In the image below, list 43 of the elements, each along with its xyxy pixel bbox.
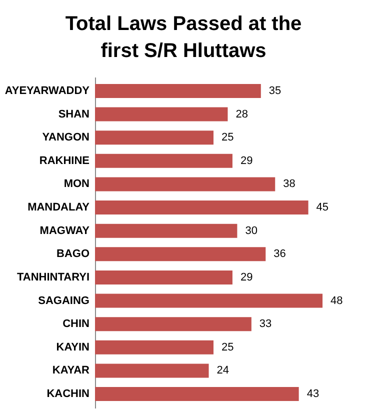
bar — [95, 84, 261, 98]
data-label: 33 — [259, 318, 272, 330]
bar — [95, 294, 323, 308]
y-tick-label: CHIN — [62, 318, 90, 330]
data-label: 35 — [268, 84, 282, 97]
bar — [95, 247, 266, 262]
bar — [95, 177, 276, 192]
data-label: 38 — [283, 178, 296, 190]
y-tick-label: MANDALAY — [28, 202, 90, 214]
data-label: 30 — [245, 224, 258, 237]
bar — [95, 340, 214, 354]
y-tick-label: MAGWAY — [40, 224, 90, 237]
data-label: 29 — [240, 154, 253, 167]
y-tick-label: RAKHINE — [39, 154, 90, 167]
data-label: 48 — [330, 294, 343, 307]
data-label: 43 — [306, 388, 320, 400]
chart-title: Total Laws Passed at the first S/R Hluttaws — [65, 13, 302, 62]
bar — [95, 387, 299, 402]
data-label: 24 — [216, 364, 230, 377]
data-label: 45 — [316, 202, 329, 214]
y-tick-label: SHAN — [58, 108, 90, 120]
data-label: 29 — [240, 271, 253, 284]
bar — [95, 317, 252, 332]
data-label: 25 — [222, 341, 234, 354]
y-tick-label: SAGAING — [38, 294, 90, 307]
y-tick-label: MON — [64, 178, 90, 190]
bar — [95, 107, 228, 122]
y-tick-label: YANGON — [42, 132, 90, 144]
bar — [95, 130, 214, 145]
y-tick-label: TANHINTARYI — [16, 271, 90, 284]
bar — [95, 270, 232, 284]
y-tick-label: AYEYARWADDY — [4, 84, 90, 97]
data-label: 36 — [274, 248, 286, 260]
data-label: 25 — [222, 132, 234, 144]
bar — [95, 224, 238, 238]
y-tick-label: KAYAR — [52, 364, 90, 377]
bar — [95, 154, 232, 168]
y-tick-label: KACHIN — [46, 388, 90, 400]
y-tick-label: BAGO — [56, 248, 90, 260]
bar — [95, 364, 209, 378]
y-tick-label: KAYIN — [56, 341, 90, 354]
bar — [95, 200, 308, 215]
data-label: 28 — [236, 108, 248, 120]
